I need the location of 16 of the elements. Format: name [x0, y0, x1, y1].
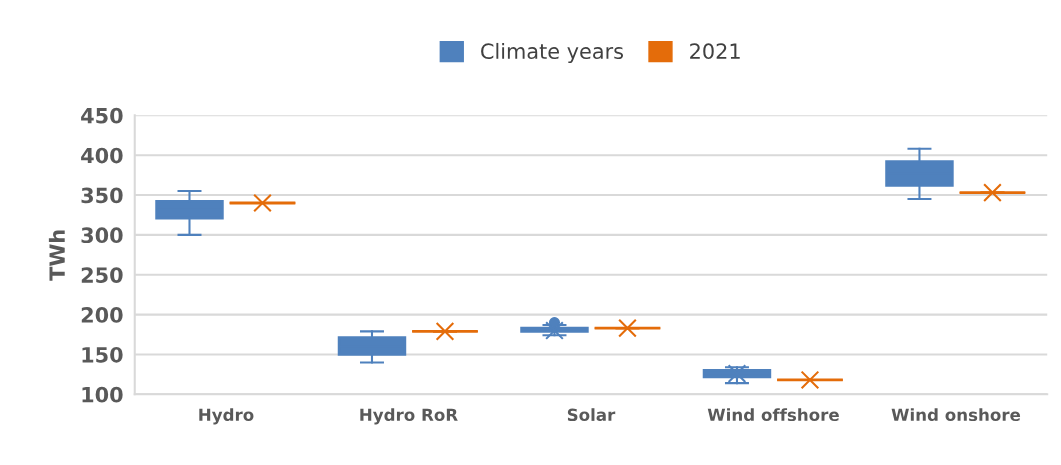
- y-tick-label: 300: [81, 227, 123, 244]
- y-tick-label: 450: [81, 107, 123, 124]
- y-tick-label: 150: [82, 346, 123, 363]
- y-tick-label: 100: [82, 386, 123, 403]
- x-tick-label: Wind onshore: [891, 408, 1021, 422]
- legend-label: 2021: [690, 43, 740, 60]
- y-tick-label: 400: [81, 147, 123, 164]
- y-tick-label: 250: [81, 267, 123, 283]
- y-axis-title: TWh: [48, 230, 65, 281]
- y-tick-label: 200: [81, 307, 123, 323]
- x-tick-label: Wind offshore: [707, 408, 839, 422]
- x-tick-label: Hydro: [199, 408, 254, 425]
- x-tick-label: Solar: [567, 408, 616, 422]
- legend-label: Climate years: [481, 42, 624, 64]
- y-tick-label: 350: [81, 187, 123, 204]
- x-tick-label: Hydro RoR: [360, 408, 458, 425]
